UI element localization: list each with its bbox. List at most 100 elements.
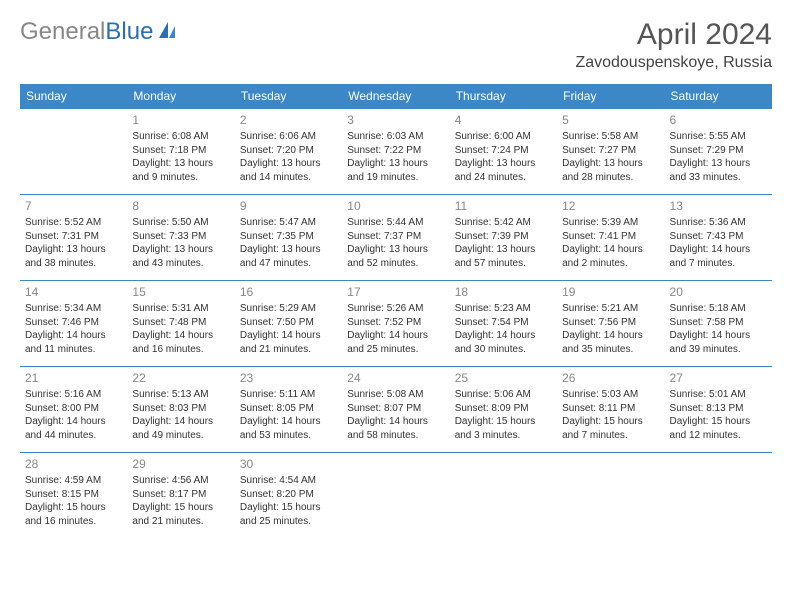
day-info: Sunrise: 5:39 AMSunset: 7:41 PMDaylight:…: [562, 216, 659, 270]
sunset-text: Sunset: 7:56 PM: [562, 316, 659, 330]
sunrise-text: Sunrise: 5:18 AM: [670, 302, 767, 316]
calendar-week-row: 7Sunrise: 5:52 AMSunset: 7:31 PMDaylight…: [20, 195, 772, 281]
day-info: Sunrise: 5:23 AMSunset: 7:54 PMDaylight:…: [455, 302, 552, 356]
sunset-text: Sunset: 7:48 PM: [132, 316, 229, 330]
sunrise-text: Sunrise: 4:54 AM: [240, 474, 337, 488]
calendar-day-cell: 29Sunrise: 4:56 AMSunset: 8:17 PMDayligh…: [127, 453, 234, 539]
calendar-day-cell: [557, 453, 664, 539]
daylight-text: Daylight: 14 hours and 53 minutes.: [240, 415, 337, 442]
sunset-text: Sunset: 7:50 PM: [240, 316, 337, 330]
sunrise-text: Sunrise: 5:50 AM: [132, 216, 229, 230]
daylight-text: Daylight: 15 hours and 3 minutes.: [455, 415, 552, 442]
daylight-text: Daylight: 13 hours and 9 minutes.: [132, 157, 229, 184]
day-info: Sunrise: 4:54 AMSunset: 8:20 PMDaylight:…: [240, 474, 337, 528]
sunset-text: Sunset: 7:24 PM: [455, 144, 552, 158]
calendar-day-cell: 7Sunrise: 5:52 AMSunset: 7:31 PMDaylight…: [20, 195, 127, 281]
location: Zavodouspenskoye, Russia: [575, 54, 772, 72]
calendar-day-cell: [342, 453, 449, 539]
sunrise-text: Sunrise: 5:47 AM: [240, 216, 337, 230]
daylight-text: Daylight: 14 hours and 39 minutes.: [670, 329, 767, 356]
sunset-text: Sunset: 7:58 PM: [670, 316, 767, 330]
daylight-text: Daylight: 14 hours and 30 minutes.: [455, 329, 552, 356]
day-number: 24: [347, 370, 444, 386]
sunrise-text: Sunrise: 5:55 AM: [670, 130, 767, 144]
daylight-text: Daylight: 15 hours and 25 minutes.: [240, 501, 337, 528]
calendar-day-cell: 25Sunrise: 5:06 AMSunset: 8:09 PMDayligh…: [450, 367, 557, 453]
weekday-header: Friday: [557, 84, 664, 109]
daylight-text: Daylight: 13 hours and 52 minutes.: [347, 243, 444, 270]
day-number: 22: [132, 370, 229, 386]
sunrise-text: Sunrise: 6:06 AM: [240, 130, 337, 144]
day-info: Sunrise: 5:06 AMSunset: 8:09 PMDaylight:…: [455, 388, 552, 442]
weekday-header: Thursday: [450, 84, 557, 109]
calendar-day-cell: 9Sunrise: 5:47 AMSunset: 7:35 PMDaylight…: [235, 195, 342, 281]
calendar-day-cell: 20 Sunrise: 5:18 AMSunset: 7:58 PMDayligh…: [665, 281, 772, 367]
sunrise-text: Sunrise: 6:08 AM: [132, 130, 229, 144]
sunrise-text: Sunrise: 5:06 AM: [455, 388, 552, 402]
sunset-text: Sunset: 8:07 PM: [347, 402, 444, 416]
calendar-day-cell: 23Sunrise: 5:11 AMSunset: 8:05 PMDayligh…: [235, 367, 342, 453]
sunrise-text: Sunrise: 5:01 AM: [670, 388, 767, 402]
calendar-day-cell: [665, 453, 772, 539]
logo-text: GeneralBlue: [20, 18, 153, 46]
day-number: 17: [347, 284, 444, 300]
calendar-day-cell: 3Sunrise: 6:03 AMSunset: 7:22 PMDaylight…: [342, 109, 449, 195]
calendar-body: 1Sunrise: 6:08 AMSunset: 7:18 PMDaylight…: [20, 109, 772, 539]
sunset-text: Sunset: 7:39 PM: [455, 230, 552, 244]
sunrise-text: Sunrise: 5:11 AM: [240, 388, 337, 402]
day-info: Sunrise: 5:03 AMSunset: 8:11 PMDaylight:…: [562, 388, 659, 442]
daylight-text: Daylight: 15 hours and 21 minutes.: [132, 501, 229, 528]
sunrise-text: Sunrise: 4:59 AM: [25, 474, 122, 488]
sunset-text: Sunset: 8:11 PM: [562, 402, 659, 416]
sunrise-text: Sunrise: 5:16 AM: [25, 388, 122, 402]
daylight-text: Daylight: 13 hours and 57 minutes.: [455, 243, 552, 270]
sunrise-text: Sunrise: 5:21 AM: [562, 302, 659, 316]
month-title: April 2024: [575, 18, 772, 52]
sunrise-text: Sunrise: 6:00 AM: [455, 130, 552, 144]
day-info: Sunrise: 5:31 AMSunset: 7:48 PMDaylight:…: [132, 302, 229, 356]
daylight-text: Daylight: 14 hours and 7 minutes.: [670, 243, 767, 270]
day-number: 2: [240, 112, 337, 128]
daylight-text: Daylight: 14 hours and 44 minutes.: [25, 415, 122, 442]
sunset-text: Sunset: 7:27 PM: [562, 144, 659, 158]
sunrise-text: Sunrise: 5:34 AM: [25, 302, 122, 316]
day-info: Sunrise: 5:47 AMSunset: 7:35 PMDaylight:…: [240, 216, 337, 270]
daylight-text: Daylight: 14 hours and 35 minutes.: [562, 329, 659, 356]
sunset-text: Sunset: 8:09 PM: [455, 402, 552, 416]
sunrise-text: Sunrise: 5:31 AM: [132, 302, 229, 316]
day-info: Sunrise: 5:55 AMSunset: 7:29 PMDaylight:…: [670, 130, 767, 184]
day-number: 28: [25, 456, 122, 472]
day-number: 16: [240, 284, 337, 300]
day-info: Sunrise: 5:18 AMSunset: 7:58 PMDaylight:…: [670, 302, 767, 356]
daylight-text: Daylight: 14 hours and 25 minutes.: [347, 329, 444, 356]
sunrise-text: Sunrise: 5:23 AM: [455, 302, 552, 316]
daylight-text: Daylight: 14 hours and 2 minutes.: [562, 243, 659, 270]
calendar-day-cell: 8Sunrise: 5:50 AMSunset: 7:33 PMDaylight…: [127, 195, 234, 281]
day-number: 20: [670, 284, 767, 300]
sunrise-text: Sunrise: 5:52 AM: [25, 216, 122, 230]
calendar-week-row: 28Sunrise: 4:59 AMSunset: 8:15 PMDayligh…: [20, 453, 772, 539]
calendar-day-cell: 16Sunrise: 5:29 AMSunset: 7:50 PMDayligh…: [235, 281, 342, 367]
logo: GeneralBlue: [20, 18, 179, 46]
calendar-day-cell: 15Sunrise: 5:31 AMSunset: 7:48 PMDayligh…: [127, 281, 234, 367]
day-info: Sunrise: 5:11 AMSunset: 8:05 PMDaylight:…: [240, 388, 337, 442]
calendar-day-cell: 13Sunrise: 5:36 AMSunset: 7:43 PMDayligh…: [665, 195, 772, 281]
day-number: 30: [240, 456, 337, 472]
calendar-week-row: 1Sunrise: 6:08 AMSunset: 7:18 PMDaylight…: [20, 109, 772, 195]
day-info: Sunrise: 5:21 AMSunset: 7:56 PMDaylight:…: [562, 302, 659, 356]
day-info: Sunrise: 5:44 AMSunset: 7:37 PMDaylight:…: [347, 216, 444, 270]
day-number: 3: [347, 112, 444, 128]
sunrise-text: Sunrise: 5:39 AM: [562, 216, 659, 230]
sunrise-text: Sunrise: 5:42 AM: [455, 216, 552, 230]
calendar-day-cell: 11Sunrise: 5:42 AMSunset: 7:39 PMDayligh…: [450, 195, 557, 281]
sunset-text: Sunset: 8:20 PM: [240, 488, 337, 502]
logo-text-blue: Blue: [105, 18, 153, 45]
weekday-header: Wednesday: [342, 84, 449, 109]
day-info: Sunrise: 5:42 AMSunset: 7:39 PMDaylight:…: [455, 216, 552, 270]
sunset-text: Sunset: 7:18 PM: [132, 144, 229, 158]
daylight-text: Daylight: 13 hours and 33 minutes.: [670, 157, 767, 184]
sunrise-text: Sunrise: 5:13 AM: [132, 388, 229, 402]
day-number: 6: [670, 112, 767, 128]
day-info: Sunrise: 6:06 AMSunset: 7:20 PMDaylight:…: [240, 130, 337, 184]
day-info: Sunrise: 5:01 AMSunset: 8:13 PMDaylight:…: [670, 388, 767, 442]
